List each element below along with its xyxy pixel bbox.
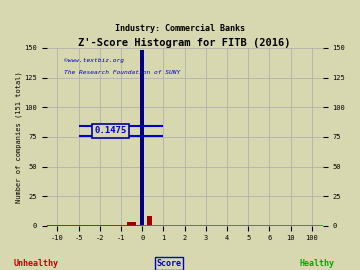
Title: Z'-Score Histogram for FITB (2016): Z'-Score Histogram for FITB (2016) bbox=[78, 38, 291, 48]
Text: Industry: Commercial Banks: Industry: Commercial Banks bbox=[115, 24, 245, 33]
Text: Unhealthy: Unhealthy bbox=[14, 259, 58, 268]
Text: The Research Foundation of SUNY: The Research Foundation of SUNY bbox=[64, 70, 180, 75]
Bar bbox=[127, 222, 136, 226]
Text: ©www.textbiz.org: ©www.textbiz.org bbox=[64, 58, 124, 63]
Bar bbox=[140, 50, 144, 226]
Text: 0.1475: 0.1475 bbox=[94, 126, 126, 136]
Text: Healthy: Healthy bbox=[299, 259, 334, 268]
Y-axis label: Number of companies (151 total): Number of companies (151 total) bbox=[15, 71, 22, 203]
Bar bbox=[147, 216, 152, 226]
Text: Score: Score bbox=[157, 259, 182, 268]
